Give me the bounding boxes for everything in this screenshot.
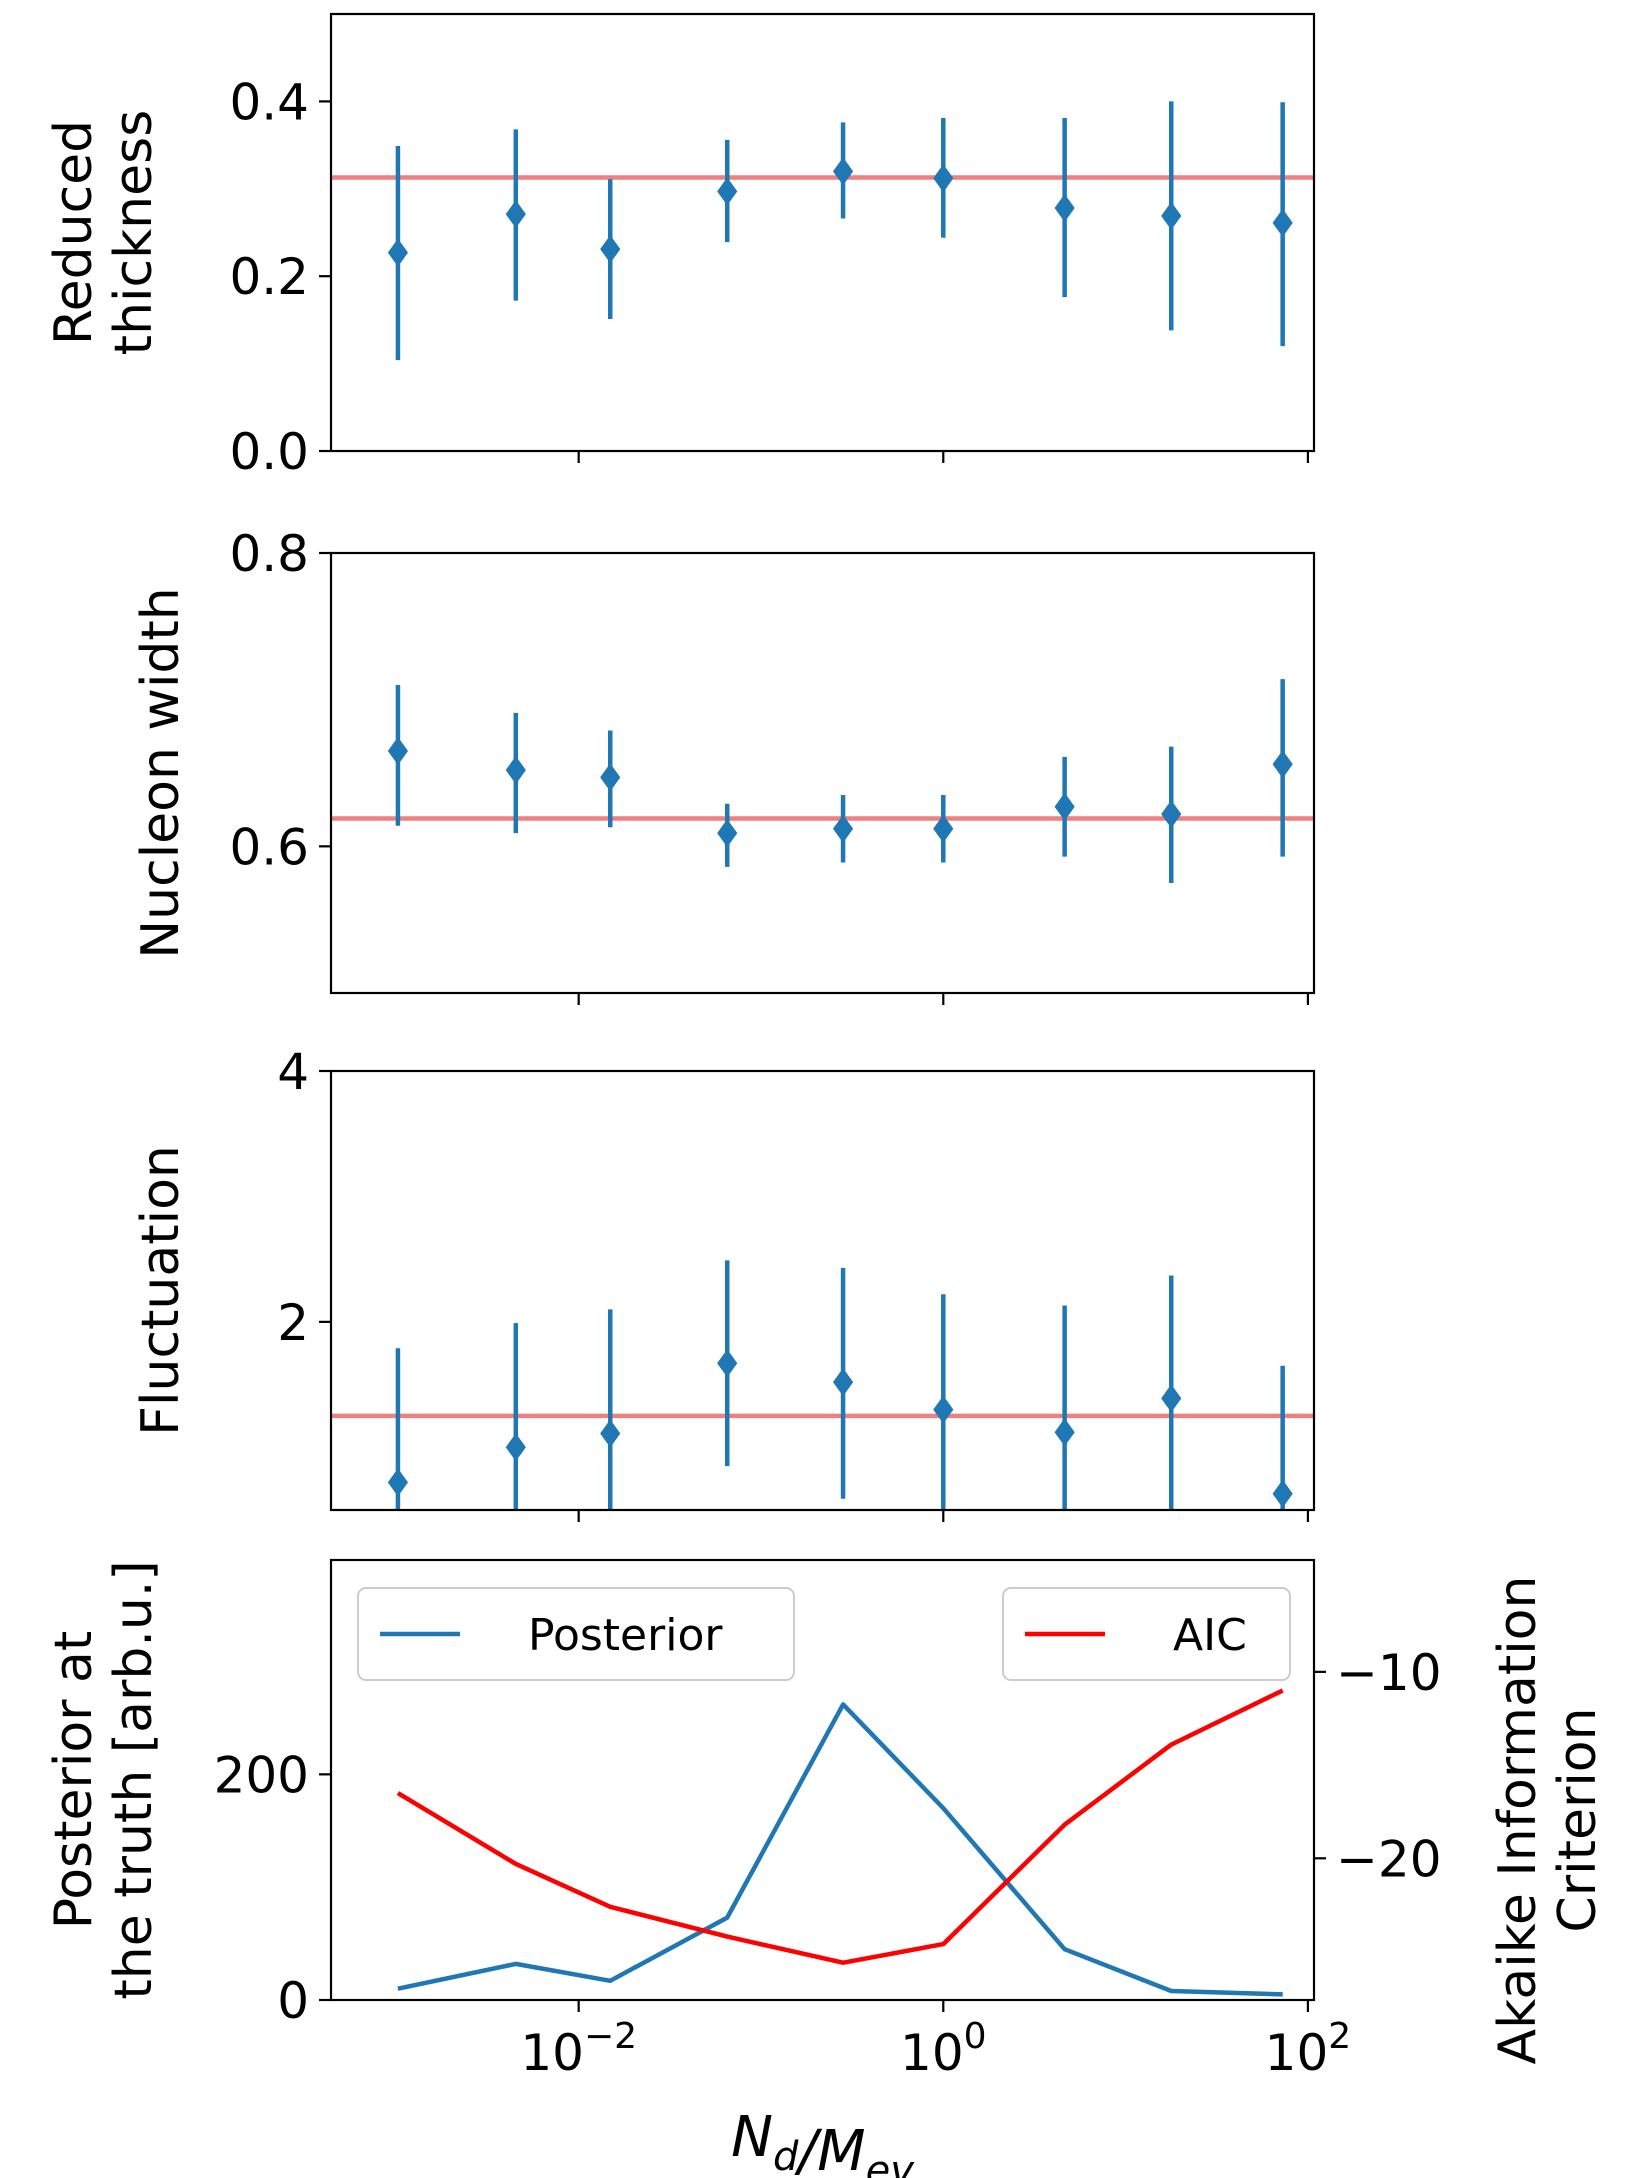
legend-label: AIC bbox=[1173, 1610, 1247, 1661]
y2-tick-label: −20 bbox=[1336, 1830, 1442, 1888]
y-tick-label: 2 bbox=[277, 1294, 309, 1352]
y2-axis-label: Akaike Information Criterion bbox=[1488, 1576, 1608, 2065]
data-point bbox=[832, 1368, 854, 1397]
y2-tick-label: −10 bbox=[1336, 1644, 1442, 1702]
y-axis-label-2: Nucleon width bbox=[131, 587, 191, 959]
plot-area-2 bbox=[331, 679, 1314, 883]
data-point bbox=[505, 1433, 526, 1462]
data-point bbox=[1054, 194, 1075, 223]
x-tick-label: 100 bbox=[900, 2016, 987, 2082]
data-point bbox=[1161, 201, 1182, 230]
series-line-aic bbox=[396, 1688, 1284, 1965]
data-point bbox=[1054, 792, 1075, 821]
x-tick-label: 10−2 bbox=[520, 2016, 637, 2082]
y2-axis-label-line: Criterion bbox=[1548, 1707, 1608, 1932]
data-point bbox=[717, 177, 738, 206]
y-tick-label: 0.4 bbox=[229, 73, 309, 131]
y-axis-label-1-line: Reduced bbox=[44, 120, 104, 345]
y-axis-label-1: Reduced thickness bbox=[44, 110, 164, 356]
y-tick-label: 0.2 bbox=[229, 248, 309, 306]
legend-posterior: Posterior bbox=[357, 1587, 795, 1681]
data-point bbox=[717, 819, 738, 848]
x-tick-label: 102 bbox=[1265, 2016, 1352, 2082]
data-point bbox=[505, 200, 526, 229]
data-point bbox=[505, 756, 526, 785]
data-point bbox=[387, 1468, 409, 1497]
y-axis-label-3-line: Fluctuation bbox=[131, 1145, 191, 1436]
data-point bbox=[1054, 1418, 1075, 1447]
y-axis-label-3: Fluctuation bbox=[131, 1145, 191, 1436]
data-point bbox=[933, 814, 954, 843]
y-axis-label-4-line: Posterior at bbox=[44, 1631, 104, 1930]
data-point bbox=[387, 238, 409, 267]
x-axis-label: Nd/Mev bbox=[731, 2105, 915, 2178]
data-point bbox=[387, 737, 409, 765]
plot-area-4 bbox=[396, 1688, 1284, 1997]
data-point bbox=[600, 1419, 621, 1448]
y-tick-label: 0.0 bbox=[229, 423, 309, 481]
y-tick-label: 0.8 bbox=[229, 525, 309, 583]
data-point bbox=[1161, 1384, 1182, 1413]
y-axis-label-4: Posterior at the truth [arb.u.] bbox=[44, 1560, 164, 1999]
data-point bbox=[717, 1349, 738, 1378]
y-axis-label-2-line: Nucleon width bbox=[131, 587, 191, 959]
data-point bbox=[1272, 208, 1293, 237]
plot-area-3 bbox=[331, 1260, 1314, 1510]
data-point bbox=[600, 763, 621, 792]
data-point bbox=[1272, 1479, 1293, 1508]
legend-box bbox=[1002, 1587, 1291, 1681]
plot-area-1 bbox=[331, 101, 1314, 361]
legend-aic: AIC bbox=[1002, 1587, 1291, 1681]
y-axis-label-4-line: the truth [arb.u.] bbox=[104, 1560, 164, 1999]
panel-frame-4 bbox=[329, 1558, 1316, 2002]
legend-box bbox=[357, 1587, 795, 1681]
data-point bbox=[933, 1395, 954, 1424]
y-tick-label: 4 bbox=[277, 1043, 309, 1101]
data-point bbox=[600, 235, 621, 264]
data-point bbox=[832, 157, 854, 186]
data-point bbox=[1272, 750, 1293, 779]
data-point bbox=[1161, 800, 1182, 829]
panel-frame-3 bbox=[329, 1069, 1316, 1512]
y-tick-label: 0 bbox=[277, 1972, 309, 2030]
legend-label: Posterior bbox=[528, 1610, 723, 1661]
y-axis-label-1-line: thickness bbox=[104, 110, 164, 356]
y-tick-label: 200 bbox=[214, 1746, 309, 1804]
panel-frame-2 bbox=[329, 551, 1316, 995]
data-point bbox=[832, 814, 854, 843]
series-line-posterior bbox=[397, 1702, 1283, 1997]
y2-axis-label-line: Akaike Information bbox=[1488, 1576, 1548, 2065]
y-tick-label: 0.6 bbox=[229, 818, 309, 876]
panel-frame-1 bbox=[329, 12, 1316, 453]
data-point bbox=[933, 164, 954, 193]
